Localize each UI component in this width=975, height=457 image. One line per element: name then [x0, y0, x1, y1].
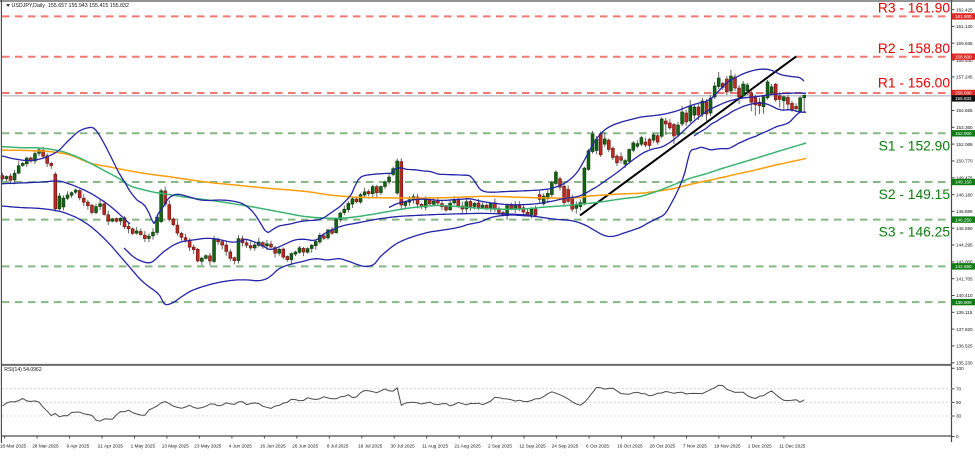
svg-text:19 Nov 2025: 19 Nov 2025	[714, 443, 741, 448]
svg-text:149.475: 149.475	[956, 176, 973, 181]
svg-text:158.540: 158.540	[956, 58, 973, 63]
svg-text:9 Apr 2025: 9 Apr 2025	[67, 443, 90, 448]
svg-text:1 Dec 2025: 1 Dec 2025	[748, 443, 772, 448]
svg-text:12 Sep 2025: 12 Sep 2025	[519, 443, 546, 448]
svg-text:70: 70	[956, 387, 962, 392]
svg-text:8 Jul 2025: 8 Jul 2025	[327, 443, 349, 448]
svg-text:RSI(14) 54.0962: RSI(14) 54.0962	[4, 367, 42, 373]
svg-text:USDJPY,Daily 155.657 155.943: USDJPY,Daily 155.657 155.943 155.415 155…	[12, 3, 129, 9]
svg-text:S3 - 146.25: S3 - 146.25	[879, 224, 951, 239]
svg-text:13 May 2025: 13 May 2025	[162, 443, 189, 448]
svg-text:139.115: 139.115	[956, 310, 973, 315]
svg-text:4 Jun 2025: 4 Jun 2025	[229, 443, 253, 448]
svg-text:16 Oct 2025: 16 Oct 2025	[617, 443, 643, 448]
svg-text:24 Sep 2025: 24 Sep 2025	[552, 443, 579, 448]
svg-text:7 Nov 2025: 7 Nov 2025	[683, 443, 707, 448]
svg-text:148.180: 148.180	[956, 192, 973, 197]
svg-text:153.360: 153.360	[956, 125, 973, 130]
svg-text:143.000: 143.000	[956, 260, 973, 265]
svg-text:1 May 2025: 1 May 2025	[131, 443, 156, 448]
svg-text:0: 0	[956, 434, 959, 439]
svg-text:145.590: 145.590	[956, 226, 973, 231]
svg-text:149.150: 149.150	[955, 180, 972, 185]
svg-text:21 Apr 2025: 21 Apr 2025	[98, 443, 124, 448]
svg-text:100: 100	[956, 366, 964, 371]
svg-text:R2 - 158.80: R2 - 158.80	[878, 41, 950, 56]
svg-text:152.900: 152.900	[955, 131, 972, 136]
svg-text:28 Mar 2025: 28 Mar 2025	[32, 443, 59, 448]
svg-text:16 Jun 2025: 16 Jun 2025	[260, 443, 286, 448]
svg-text:30: 30	[956, 414, 962, 419]
svg-text:161.900: 161.900	[955, 14, 972, 19]
svg-text:144.295: 144.295	[956, 243, 973, 248]
svg-text:142.650: 142.650	[955, 264, 972, 269]
svg-text:146.885: 146.885	[956, 209, 973, 214]
svg-text:26 Jun 2025: 26 Jun 2025	[292, 443, 318, 448]
svg-text:139.900: 139.900	[955, 300, 972, 305]
svg-text:2 Sep 2025: 2 Sep 2025	[488, 443, 512, 448]
svg-text:R1 - 156.00: R1 - 156.00	[878, 76, 950, 91]
svg-text:162.425: 162.425	[956, 7, 973, 12]
svg-text:158.800: 158.800	[955, 54, 972, 59]
svg-text:159.835: 159.835	[956, 41, 973, 46]
svg-text:11 Dec 2025: 11 Dec 2025	[779, 443, 806, 448]
svg-text:30 Jul 2025: 30 Jul 2025	[390, 443, 415, 448]
svg-text:146.250: 146.250	[955, 217, 972, 222]
svg-text:135.230: 135.230	[956, 361, 973, 366]
svg-text:28 Oct 2025: 28 Oct 2025	[650, 443, 676, 448]
svg-text:50: 50	[956, 400, 962, 405]
svg-text:R3 - 161.90: R3 - 161.90	[878, 1, 950, 16]
svg-text:21 Aug 2025: 21 Aug 2025	[454, 443, 481, 448]
svg-text:23 May 2025: 23 May 2025	[194, 443, 221, 448]
svg-text:150.770: 150.770	[956, 159, 973, 164]
svg-text:136.525: 136.525	[956, 344, 973, 349]
svg-text:18 Mar 2025: 18 Mar 2025	[0, 443, 27, 448]
svg-text:11 Aug 2025: 11 Aug 2025	[422, 443, 448, 448]
svg-text:155.832: 155.832	[955, 96, 972, 101]
svg-text:6 Oct 2025: 6 Oct 2025	[586, 443, 609, 448]
svg-text:140.410: 140.410	[956, 293, 973, 298]
svg-text:141.705: 141.705	[956, 276, 973, 281]
svg-text:S1 - 152.90: S1 - 152.90	[879, 138, 951, 153]
svg-text:137.820: 137.820	[956, 327, 973, 332]
svg-text:154.655: 154.655	[956, 108, 973, 113]
svg-text:157.245: 157.245	[956, 75, 973, 80]
svg-text:S2 - 149.15: S2 - 149.15	[879, 187, 951, 202]
svg-text:161.130: 161.130	[956, 24, 973, 29]
svg-text:18 Jul 2025: 18 Jul 2025	[358, 443, 383, 448]
svg-text:156.000: 156.000	[955, 91, 972, 96]
svg-text:152.065: 152.065	[956, 142, 973, 147]
